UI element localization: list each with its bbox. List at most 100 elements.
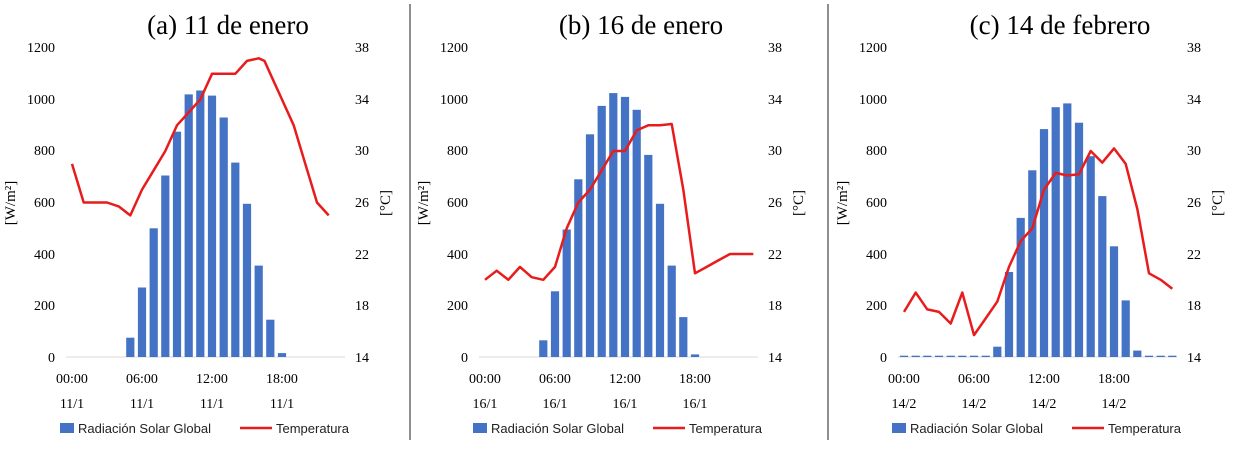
- radiation-bar: [899, 355, 909, 357]
- legend-bar-swatch: [892, 423, 906, 433]
- y-right-tick: 38: [1187, 41, 1201, 56]
- y-right-tick: 26: [1187, 196, 1201, 211]
- x-tick-time: 12:00: [196, 372, 228, 387]
- radiation-bar: [1004, 272, 1014, 357]
- y-left-tick: 1200: [27, 41, 55, 56]
- temperature-line: [902, 147, 1174, 337]
- y-left-tick: 400: [447, 248, 468, 263]
- y-left-tick: 400: [866, 248, 887, 263]
- radiation-bar: [1028, 170, 1037, 357]
- radiation-bar: [254, 265, 263, 357]
- radiation-bar: [597, 105, 606, 358]
- radiation-bar: [126, 337, 135, 357]
- y-left-tick: 200: [447, 299, 468, 314]
- x-tick-time: 00:00: [56, 372, 88, 387]
- radiation-bar: [667, 265, 676, 357]
- radiation-bar: [644, 154, 653, 357]
- y-right-tick: 34: [355, 93, 369, 108]
- radiation-bar: [1144, 355, 1154, 357]
- x-tick-time: 18:00: [1098, 372, 1130, 387]
- legend: Radiación Solar Global Temperatura: [60, 421, 350, 436]
- y-right-tick: 22: [768, 248, 782, 263]
- radiation-bar: [196, 90, 205, 357]
- radiation-bar: [219, 117, 228, 357]
- radiation-bar: [574, 179, 583, 357]
- radiation-bar: [1074, 122, 1084, 357]
- radiation-bar: [1086, 156, 1095, 357]
- x-tick-date: 14/2: [892, 397, 917, 412]
- y-right-tick: 30: [1187, 144, 1201, 159]
- radiation-bar: [1121, 300, 1130, 357]
- radiation-bar: [1109, 246, 1119, 357]
- legend-label-radiation: Radiación Solar Global: [78, 421, 211, 436]
- left-y-axis: 0 200 400 600 800 1000 1200 [W/m²]: [416, 41, 468, 366]
- radiation-bar: [911, 355, 920, 357]
- y-left-tick: 800: [447, 144, 468, 159]
- y-right-tick: 14: [768, 351, 782, 366]
- radiation-bar: [1016, 217, 1025, 357]
- radiation-bar: [969, 355, 979, 357]
- y-left-tick: 1200: [440, 41, 468, 56]
- bars: [539, 93, 700, 358]
- radiation-bar: [632, 109, 641, 357]
- temperature-line: [484, 122, 754, 282]
- y-right-tick: 38: [355, 41, 369, 56]
- x-tick-date: 16/1: [543, 397, 568, 412]
- legend-label-temperature: Temperatura: [276, 421, 350, 436]
- y-right-tick: 14: [1187, 351, 1201, 366]
- chart-title: (b) 16 de enero: [559, 10, 723, 40]
- x-tick-date: 11/1: [60, 397, 84, 412]
- temperature-line: [70, 57, 330, 217]
- radiation-bar: [161, 175, 170, 357]
- legend-bar-swatch: [60, 423, 74, 433]
- chart-title: (c) 14 de febrero: [970, 10, 1151, 40]
- y-left-tick: 600: [447, 196, 468, 211]
- x-tick-date: 14/2: [1032, 397, 1057, 412]
- y-right-tick: 38: [768, 41, 782, 56]
- y-right-tick: 22: [1187, 248, 1201, 263]
- legend-label-radiation: Radiación Solar Global: [910, 421, 1043, 436]
- x-tick-time: 18:00: [679, 372, 711, 387]
- left-y-axis: 0 200 400 600 800 1000 1200 [W/m²]: [3, 41, 55, 366]
- radiation-bar: [655, 203, 665, 357]
- y-left-tick: 200: [34, 299, 55, 314]
- radiation-bar: [946, 355, 955, 357]
- x-tick-time: 00:00: [469, 372, 501, 387]
- y-left-tick: 600: [34, 196, 55, 211]
- y-right-tick: 18: [1187, 299, 1201, 314]
- x-tick-date: 16/1: [683, 397, 708, 412]
- radiation-bar: [923, 355, 932, 357]
- right-y-axis: 14 18 22 26 30 34 38 [°C]: [355, 41, 394, 366]
- radiation-bar: [550, 291, 560, 357]
- x-tick-time: 00:00: [888, 372, 920, 387]
- y-left-label: [W/m²]: [835, 181, 851, 225]
- y-left-tick: 0: [48, 351, 55, 366]
- y-left-tick: 400: [34, 248, 55, 263]
- x-tick-date: 14/2: [1102, 397, 1127, 412]
- x-tick-time: 06:00: [958, 372, 990, 387]
- chart-panel-c: (c) 14 de febrero 0 200 400 600 800 1000…: [835, 10, 1226, 436]
- x-axis: 00:00 06:00 12:00 18:00 14/2 14/2 14/2 1…: [888, 372, 1130, 412]
- x-tick-date: 11/1: [200, 397, 224, 412]
- y-left-label: [W/m²]: [3, 181, 19, 225]
- y-left-tick: 1000: [440, 93, 468, 108]
- radiation-bar: [690, 354, 700, 357]
- x-tick-time: 06:00: [539, 372, 571, 387]
- radiation-bar: [539, 340, 548, 357]
- radiation-bar: [184, 94, 193, 358]
- y-left-tick: 800: [34, 144, 55, 159]
- y-right-tick: 18: [768, 299, 782, 314]
- radiation-bar: [231, 162, 240, 357]
- y-right-tick: 26: [768, 196, 782, 211]
- y-right-tick: 30: [768, 144, 782, 159]
- radiation-bar: [207, 95, 217, 357]
- chart-title: (a) 11 de enero: [147, 10, 309, 40]
- radiation-bar: [609, 93, 618, 357]
- x-tick-date: 16/1: [473, 397, 498, 412]
- legend: Radiación Solar Global Temperatura: [892, 421, 1182, 436]
- x-tick-time: 18:00: [266, 372, 298, 387]
- radiation-bar: [1156, 355, 1165, 357]
- legend-label-radiation: Radiación Solar Global: [491, 421, 624, 436]
- y-right-tick: 26: [355, 196, 369, 211]
- radiation-bar: [620, 96, 630, 358]
